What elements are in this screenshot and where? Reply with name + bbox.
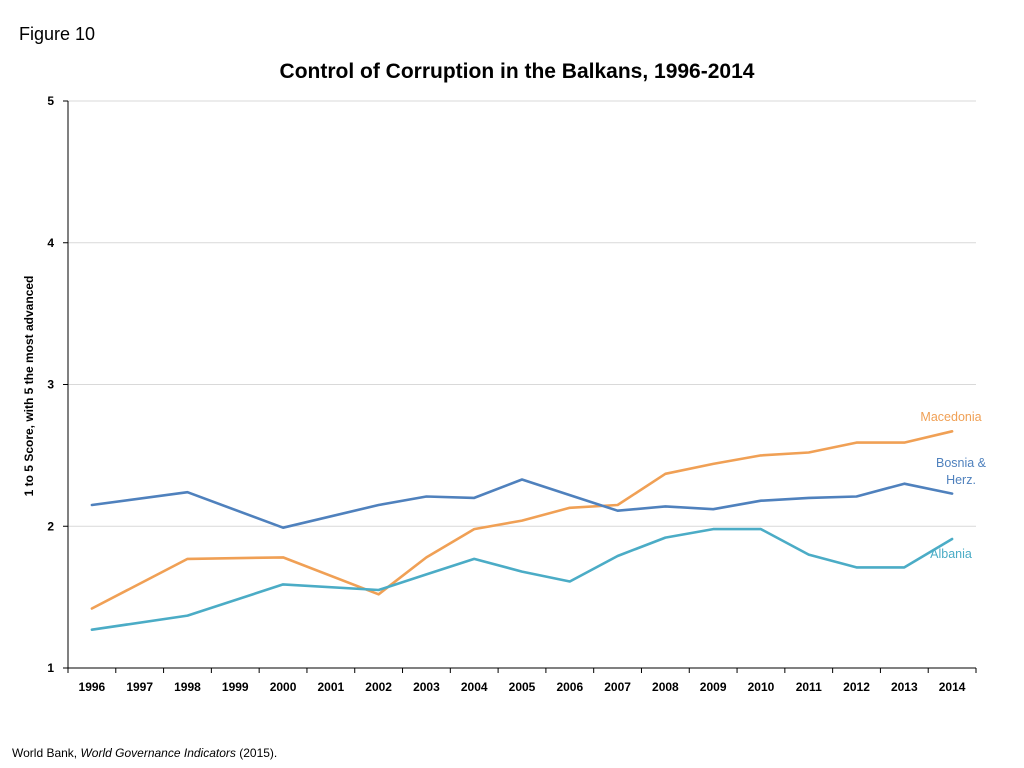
y-tick-label: 2 xyxy=(47,519,54,533)
y-tick-label: 3 xyxy=(47,378,54,392)
x-tick-label: 2014 xyxy=(939,680,966,694)
series-labels: Macedonia Bosnia & Herz. Albania xyxy=(920,410,986,561)
x-tick-label: 2000 xyxy=(270,680,297,694)
source-title: World Governance Indicators xyxy=(80,746,236,760)
x-tick-label: 2008 xyxy=(652,680,679,694)
source-suffix: (2015). xyxy=(235,746,278,760)
series-label-line: Herz. xyxy=(946,473,976,487)
x-tick-label: 2004 xyxy=(461,680,488,694)
series-label-bosnia-herz: Bosnia & Herz. xyxy=(936,456,987,487)
series-label-line: Bosnia & xyxy=(936,456,987,470)
y-tick-label: 4 xyxy=(47,236,54,250)
x-tick-label: 2007 xyxy=(604,680,631,694)
series-label-macedonia: Macedonia xyxy=(920,410,981,424)
source-note: World Bank, World Governance Indicators … xyxy=(12,746,277,760)
series-line-bosnia-herz xyxy=(90,478,954,530)
chart-title: Control of Corruption in the Balkans, 19… xyxy=(279,60,755,83)
x-tick-label: 2010 xyxy=(748,680,775,694)
source-prefix: World Bank, xyxy=(12,746,81,760)
x-tick-label: 1998 xyxy=(174,680,201,694)
gridlines xyxy=(68,100,976,527)
y-axis-title: 1 to 5 Score, with 5 the most advanced xyxy=(22,276,36,497)
x-tick-label: 1999 xyxy=(222,680,249,694)
x-tick-label: 2013 xyxy=(891,680,918,694)
x-tick-label: 2005 xyxy=(509,680,536,694)
series-line-albania xyxy=(90,527,954,632)
x-tick-label: 2012 xyxy=(843,680,870,694)
x-tick-label: 1997 xyxy=(126,680,153,694)
series-line-macedonia xyxy=(90,429,954,610)
figure-label: Figure 10 xyxy=(19,24,96,44)
x-tick-label: 2001 xyxy=(317,680,344,694)
series-lines xyxy=(90,429,954,632)
y-tick-label: 1 xyxy=(47,661,54,675)
x-tick-label: 2009 xyxy=(700,680,727,694)
x-tick-label: 2003 xyxy=(413,680,440,694)
x-tick-label: 2006 xyxy=(556,680,583,694)
series-label-albania: Albania xyxy=(930,547,972,561)
x-tick-label: 2011 xyxy=(796,680,822,694)
y-tick-label: 5 xyxy=(47,94,54,108)
axes: 1 2 3 4 5 1996 1997 1998 1999 2000 2001 2002 2003 200… xyxy=(47,94,977,694)
x-tick-label: 2002 xyxy=(365,680,392,694)
x-tick-label: 1996 xyxy=(79,680,106,694)
